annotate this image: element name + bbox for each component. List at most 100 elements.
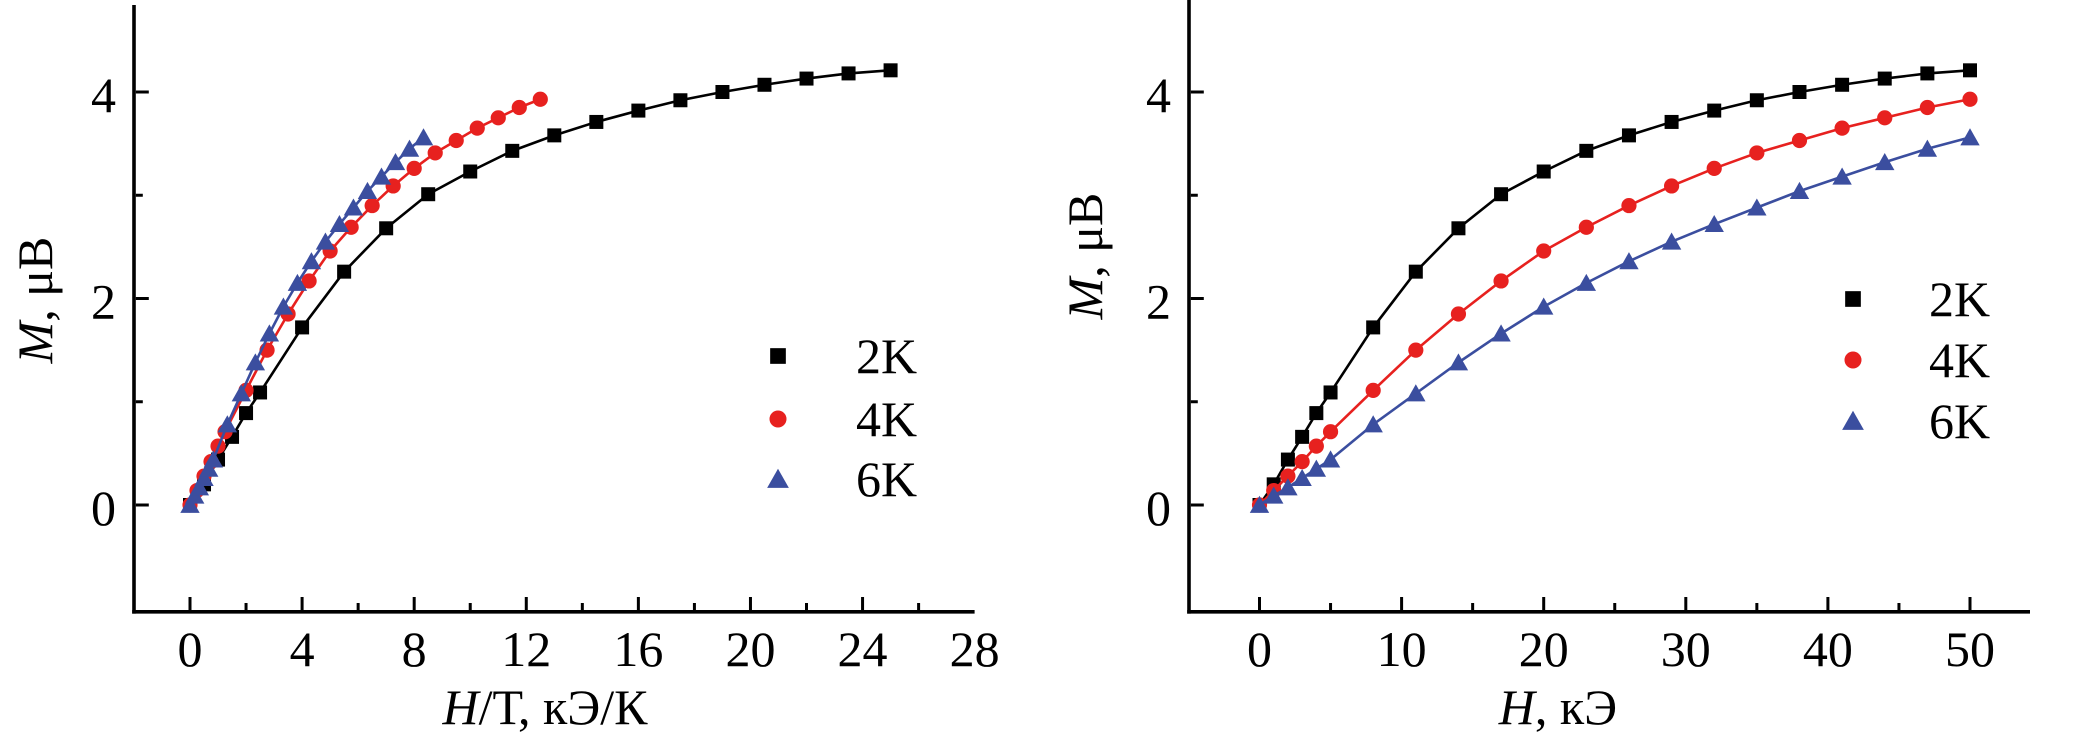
marker-circle (1493, 273, 1509, 289)
marker-circle (1962, 91, 1978, 107)
y-tick-label: 0 (1146, 480, 1171, 536)
series-line (1258, 69, 1971, 506)
marker-square (631, 103, 646, 118)
series-line (1258, 136, 1971, 507)
x-tick-label: 20 (725, 621, 775, 677)
marker-square (1621, 128, 1636, 143)
marker-square (1408, 264, 1423, 279)
series-2K (183, 63, 898, 512)
marker-circle (1877, 110, 1893, 126)
marker-triangle (1704, 214, 1724, 233)
legend-label: 4K (856, 391, 917, 447)
tick-labels: 0 10 20 30 40 50 0 2 4 (1146, 67, 1995, 677)
series-2K (1252, 63, 1977, 512)
marker-triangle (203, 450, 224, 468)
x-tick-label: 12 (501, 621, 551, 677)
legend-label: 6K (856, 451, 917, 507)
legend-label: 2K (1929, 271, 1990, 327)
x-tick-label: 16 (613, 621, 663, 677)
marker-circle (769, 410, 787, 428)
marker-triangle (1406, 384, 1426, 402)
marker-square (463, 164, 478, 179)
series-4K (182, 91, 548, 513)
marker-square (1877, 71, 1892, 86)
marker-triangle (1832, 167, 1852, 185)
marker-circle (1844, 351, 1862, 369)
marker-square (1536, 164, 1551, 179)
marker-triangle (198, 459, 219, 477)
marker-triangle (180, 495, 200, 513)
marker-triangle (1960, 128, 1980, 146)
marker-triangle (301, 252, 322, 270)
marker-triangle (357, 181, 378, 200)
marker-triangle (194, 468, 214, 487)
marker-triangle (329, 214, 350, 233)
marker-triangle (231, 384, 252, 402)
series-6K (180, 128, 434, 513)
marker-triangle (1534, 297, 1554, 315)
marker-circle (1365, 382, 1381, 398)
marker-square (253, 385, 268, 400)
y-tick-label: 2 (1146, 274, 1171, 330)
marker-square (841, 66, 856, 81)
x-tick-label: 10 (1377, 621, 1427, 677)
marker-square (770, 348, 786, 364)
marker-square (715, 85, 730, 99)
marker-square (1280, 452, 1295, 467)
x-axis-label: H/Т, кЭ/К (441, 679, 648, 735)
y-axis-label: M, μB (7, 237, 63, 365)
marker-square (421, 187, 436, 202)
y-axis-label: M, μB (1057, 193, 1113, 321)
marker-square (1451, 221, 1466, 236)
marker-triangle (1448, 353, 1469, 371)
marker-square (1920, 66, 1935, 81)
x-tick-label: 8 (402, 621, 427, 677)
marker-square (1579, 143, 1594, 158)
axes (1187, 0, 2030, 614)
marker-triangle (1842, 410, 1864, 430)
marker-square (379, 221, 394, 236)
marker-triangle (1264, 486, 1284, 504)
marker-triangle (385, 153, 406, 171)
series-4K (1251, 91, 1978, 513)
marker-square (505, 143, 520, 158)
marker-square (1963, 63, 1977, 78)
marker-triangle (767, 468, 789, 488)
marker-circle (1749, 145, 1765, 161)
marker-triangle (1491, 324, 1511, 342)
marker-square (547, 128, 562, 143)
marker-triangle (1875, 153, 1895, 171)
legend-label: 2K (856, 328, 917, 384)
marker-square (799, 71, 814, 86)
marker-circle (1280, 468, 1296, 484)
marker-circle (1791, 132, 1808, 149)
y-tick-label: 4 (1146, 67, 1171, 123)
marker-circle (1663, 178, 1680, 194)
marker-square (337, 264, 352, 279)
marker-triangle (189, 478, 210, 496)
marker-circle (448, 132, 464, 149)
x-tick-label: 24 (838, 621, 888, 677)
x-tick-label: 20 (1519, 621, 1569, 677)
marker-circle (1322, 424, 1339, 440)
marker-triangle (1576, 273, 1597, 291)
marker-triangle (259, 324, 280, 342)
marker-circle (1408, 342, 1424, 358)
marker-square (1749, 93, 1764, 108)
series-line (188, 98, 541, 506)
marker-circle (1294, 454, 1310, 470)
marker-triangle (413, 128, 434, 146)
marker-square (1792, 85, 1807, 99)
marker-triangle (1249, 495, 1270, 513)
marker-square (673, 93, 688, 108)
marker-triangle (273, 297, 294, 315)
marker-circle (1834, 120, 1850, 136)
x-tick-label: 50 (1945, 621, 1995, 677)
marker-triangle (1789, 181, 1810, 200)
x-tick-label: 28 (950, 621, 1000, 677)
